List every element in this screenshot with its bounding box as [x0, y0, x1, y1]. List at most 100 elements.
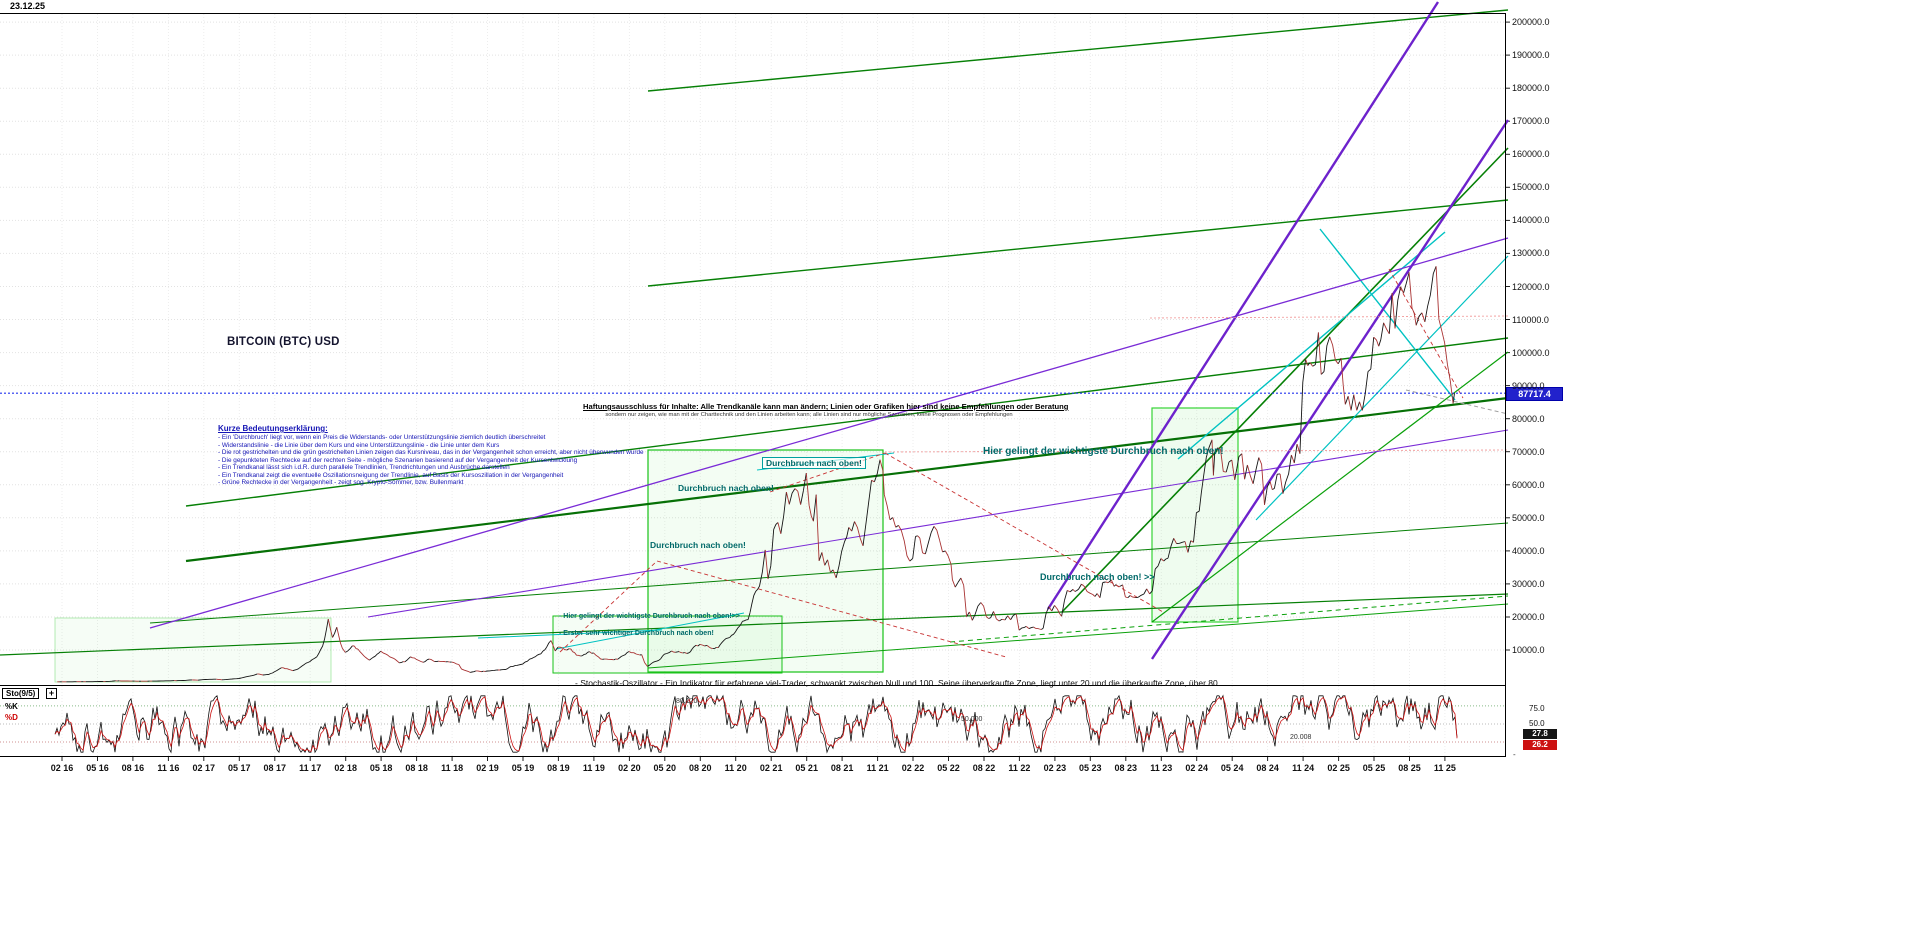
y-axis-label: 10000.0: [1512, 645, 1545, 655]
legend-line: - Die gepunkteten Rechtecke auf der rech…: [218, 456, 578, 464]
x-axis-label: 02 22: [901, 763, 925, 773]
x-axis-label: 05 19: [511, 763, 535, 773]
legend-line: - Ein 'Durchbruch' liegt vor, wenn ein P…: [218, 434, 546, 441]
y-axis-label: 50000.0: [1512, 512, 1545, 523]
trendline: [647, 603, 1509, 669]
y-axis-label: 140000.0: [1512, 215, 1550, 226]
y-axis-label: 160000.0: [1512, 149, 1550, 160]
price-path-up: [59, 266, 1455, 683]
legend-line: - Widerstandslinie - die Linie über dem …: [218, 441, 500, 449]
trendline: [367, 429, 1509, 618]
trendline: [1405, 389, 1509, 415]
x-axis-label: 08 25: [1398, 763, 1421, 773]
stoch-d-line: [54, 696, 1458, 753]
trendline: [0, 593, 1509, 656]
stochastic-indicator-label[interactable]: Sto(9/5): [2, 688, 40, 699]
y-axis-label: 40000.0: [1512, 545, 1545, 556]
y-axis-label: 100000.0: [1512, 347, 1550, 358]
trendline: [559, 560, 658, 653]
y-axis-label: 80000.0: [1512, 413, 1545, 424]
y-axis-label: 200000.0: [1512, 17, 1550, 28]
stoch-level-label: 80.120: [676, 697, 698, 705]
breakout-annotation: Durchbruch nach oben!: [678, 483, 774, 493]
x-axis-label: 02 21: [759, 763, 783, 773]
trendline: [647, 9, 1509, 92]
x-axis-label: 05 23: [1079, 763, 1102, 773]
x-axis-label: 02 17: [192, 763, 216, 773]
y-axis-label: 70000.0: [1512, 446, 1545, 457]
trendline: [1177, 231, 1446, 460]
trendline: [1046, 1, 1440, 610]
breakout-annotation: Durchbruch nach oben! >>: [1040, 572, 1155, 582]
x-axis-label: 11 25: [1433, 763, 1456, 773]
y-axis-label: 30000.0: [1512, 578, 1545, 589]
add-indicator-button[interactable]: +: [46, 688, 57, 699]
x-axis-label: 08 18: [405, 763, 428, 773]
x-axis-label: 05 20: [653, 763, 677, 773]
x-axis-label: 05 25: [1362, 763, 1386, 773]
stoch-bottom-tick: -: [1513, 750, 1516, 759]
legend-line: - Ein Trendkanal zeigt die eventuelle Os…: [218, 471, 564, 479]
x-axis-label: 05 24: [1220, 763, 1244, 773]
y-axis-label: 170000.0: [1512, 116, 1550, 127]
disclaimer-line-1: Haftungsausschluss für Inhalte: Alle Tre…: [583, 402, 1069, 411]
trendline: [656, 560, 1007, 658]
y-axis-label: 190000.0: [1512, 50, 1550, 61]
trendline: [555, 612, 745, 650]
x-axis-label: 05 18: [369, 763, 393, 773]
zone-box: [647, 449, 884, 673]
x-axis-label: 11 24: [1292, 763, 1315, 773]
x-axis-label: 02 23: [1043, 763, 1067, 773]
x-axis-label: 08 22: [972, 763, 996, 773]
x-axis-label: 11 22: [1008, 763, 1031, 773]
stoch-k-legend: %K: [5, 702, 18, 711]
x-axis-label: 11 23: [1150, 763, 1173, 773]
x-axis-label: 08 20: [689, 763, 712, 773]
x-axis-label: 08 19: [547, 763, 570, 773]
trendline: [1061, 147, 1509, 613]
x-axis-label: 11 18: [441, 763, 464, 773]
x-axis-label: 11 16: [157, 763, 180, 773]
y-axis-label: 180000.0: [1512, 83, 1550, 94]
legend-lines: - Ein 'Durchbruch' liegt vor, wenn ein P…: [218, 434, 644, 487]
trendline: [1149, 315, 1509, 319]
x-axis-label: 08 17: [263, 763, 287, 773]
trendline: [949, 595, 1509, 643]
trendline: [647, 199, 1509, 287]
trendline: [477, 629, 663, 639]
breakout-annotation: Hier gelingt der wichtigste Durchbruch n…: [983, 446, 1224, 457]
trendline: [884, 452, 1164, 613]
x-axis-label: 11 19: [582, 763, 605, 773]
y-axis-label: 20000.0: [1512, 612, 1545, 622]
y-axis-label: 150000.0: [1512, 182, 1550, 193]
y-axis-label: 120000.0: [1512, 281, 1550, 292]
stoch-d-value-badge: 26.2: [1523, 740, 1557, 750]
current-price-badge: 87717.4: [1506, 387, 1563, 401]
breakout-annotation: Durchbruch nach oben!: [650, 540, 746, 550]
stoch-level-label: 50.000: [961, 716, 983, 723]
breakout-annotation: Durchbruch nach oben!: [762, 457, 866, 469]
disclaimer-line-2: sondern nur zeigen, wie man mit der Char…: [605, 412, 1013, 418]
trendline: [149, 522, 1509, 624]
breakout-annotation: - Erster sehr wichtiger Durchbruch nach …: [559, 630, 714, 637]
trendline: [1151, 351, 1509, 623]
stoch-d-legend: %D: [5, 713, 18, 722]
x-axis-label: 02 19: [476, 763, 499, 773]
legend-line: - Grüne Rechtecke in der Vergangenheit -…: [218, 479, 464, 486]
disclaimer-block: Haftungsausschluss für Inhalte: Alle Tre…: [583, 402, 1069, 418]
trendline: [1388, 268, 1464, 399]
breakout-annotation: - Hier gelingt der wichtigste Durchbruch…: [559, 613, 740, 620]
trendline: [1150, 119, 1510, 660]
x-axis-label: 08 21: [830, 763, 854, 773]
x-axis-label: 02 16: [50, 763, 74, 773]
stoch-axis-label: 75.0: [1529, 704, 1545, 713]
x-axis-label: 08 24: [1256, 763, 1279, 773]
legend-line: - Die rot gestrichelten und die grün ges…: [218, 449, 644, 456]
x-axis-label: 02 18: [334, 763, 357, 773]
x-axis-label: 11 21: [866, 763, 889, 773]
trendline: [1319, 228, 1456, 401]
legend-line: - Ein Trendkanal lässt sich i.d.R. durch…: [218, 464, 510, 471]
stoch-axis-label: 50.0: [1529, 719, 1545, 728]
